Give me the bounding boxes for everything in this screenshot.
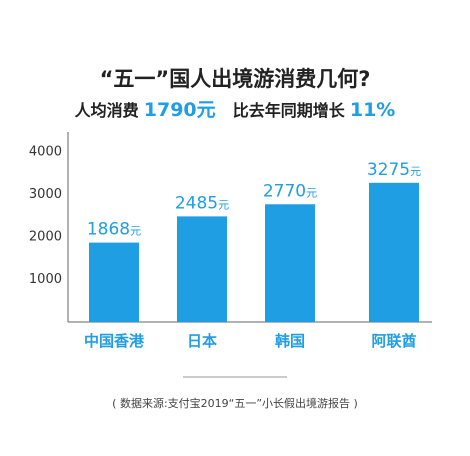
bar: [265, 204, 315, 322]
chart-subtitle: 人均消费 1790元 比去年同期增长 11%: [75, 99, 396, 121]
value-number: 3275: [367, 160, 410, 180]
value-number: 2770: [263, 181, 306, 201]
value-number: 1868: [87, 220, 130, 240]
subtitle-part-3: 比去年同期增长: [233, 101, 346, 120]
subtitle-part-2: 1790元: [144, 99, 216, 121]
subtitle-part-4: 11%: [350, 99, 395, 121]
bar: [89, 242, 139, 322]
value-label: 3275元: [367, 160, 421, 180]
bar: [369, 182, 419, 322]
x-category-label: 中国香港: [84, 332, 145, 350]
value-unit: 元: [410, 165, 421, 178]
value-unit: 元: [306, 186, 317, 199]
value-label: 2485元: [175, 193, 229, 213]
y-tick-label: 4000: [29, 145, 62, 160]
value-number: 2485: [175, 193, 218, 213]
x-category-label: 阿联酋: [371, 332, 416, 350]
y-tick-label: 2000: [29, 230, 62, 245]
value-unit: 元: [130, 225, 141, 238]
x-category-label: 韩国: [275, 332, 305, 350]
subtitle-part-1: 人均消费: [75, 101, 139, 120]
bar: [177, 216, 227, 322]
x-category-label: 日本: [187, 332, 217, 350]
y-tick-label: 1000: [29, 272, 62, 287]
value-label: 1868元: [87, 220, 141, 240]
y-tick-label: 3000: [29, 187, 62, 202]
value-label: 2770元: [263, 181, 317, 201]
source-note: ( 数据来源:支付宝2019“五一”小长假出境游报告 ): [112, 396, 358, 410]
chart-title: “五一”国人出境游消费几何?: [100, 67, 371, 91]
value-unit: 元: [218, 198, 229, 211]
